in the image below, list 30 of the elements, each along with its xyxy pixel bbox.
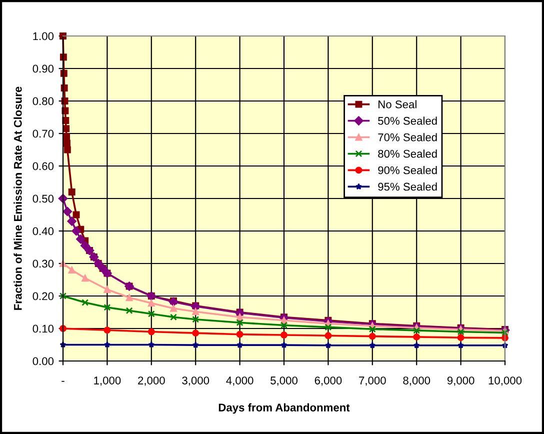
- y-tick-label: 0.00: [32, 357, 54, 366]
- y-tick-label: 0.30: [32, 260, 54, 268]
- y-tick-label: 0.80: [32, 97, 54, 106]
- legend-label: 90% Sealed: [378, 166, 437, 174]
- x-tick-label: 6,000: [314, 376, 342, 386]
- y-tick-label: 0.10: [32, 324, 54, 333]
- y-axis-title: Fraction of Mine Emission Rate At Closure: [14, 86, 22, 310]
- x-tick-label: 7,000: [359, 376, 386, 386]
- x-tick-label: 5,000: [270, 376, 298, 386]
- y-tick-label: 0.50: [32, 194, 54, 203]
- legend-label: 95% Sealed: [378, 182, 437, 191]
- legend-label: 70% Sealed: [378, 133, 437, 142]
- y-tick-label: 0.90: [32, 64, 54, 73]
- legend-label: 50% Sealed: [378, 116, 437, 125]
- y-tick-label: 0.20: [32, 292, 54, 300]
- x-tick-label: 9,000: [447, 376, 474, 386]
- y-tick-label: 1.00: [33, 32, 54, 40]
- x-tick-label: 2,000: [138, 376, 165, 386]
- x-tick-label: 8,000: [403, 376, 430, 386]
- x-tick-label: 4,000: [226, 376, 254, 386]
- y-tick-label: 0.70: [32, 130, 54, 138]
- y-tick-label: 0.60: [32, 162, 54, 170]
- legend-label: 80% Sealed: [378, 150, 437, 158]
- x-tick-label: 10,000: [488, 376, 522, 386]
- x-tick-label: -: [62, 380, 64, 382]
- x-axis-title: Days from Abandonment: [218, 403, 350, 414]
- x-tick-label: 3,000: [182, 376, 210, 386]
- legend-label: No Seal: [378, 100, 416, 108]
- x-tick-label: 1,000: [94, 376, 121, 386]
- y-tick-label: 0.40: [32, 227, 54, 236]
